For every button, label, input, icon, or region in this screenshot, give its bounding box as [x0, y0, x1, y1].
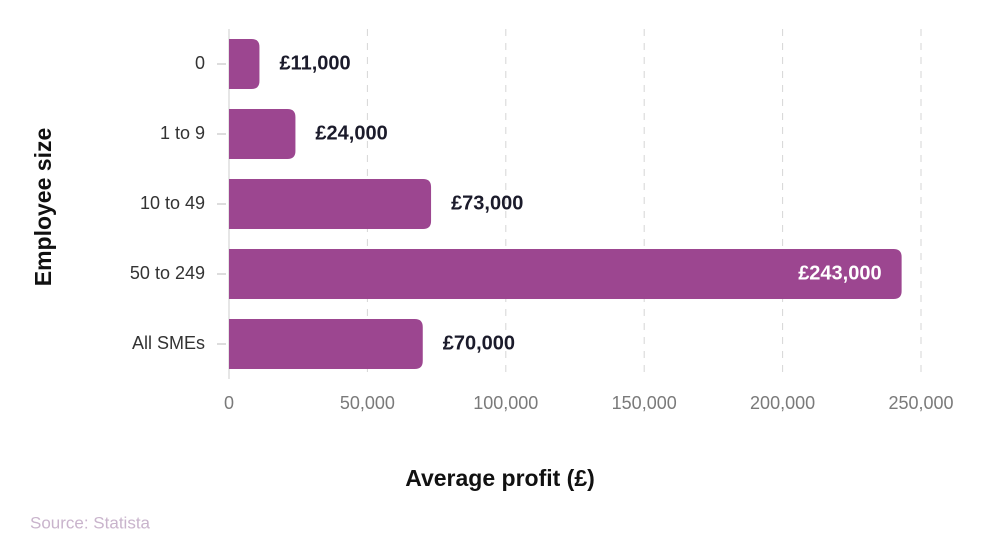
x-tick-label: 150,000 [612, 393, 677, 413]
y-tick-label: 10 to 49 [140, 193, 205, 213]
y-tick-label: All SMEs [132, 333, 205, 353]
source: Source: Statista [30, 513, 151, 532]
bar [229, 179, 432, 229]
value-label: £73,000 [451, 192, 523, 214]
x-axis-title: Average profit (£) [405, 465, 595, 491]
x-tick-label: 200,000 [750, 393, 815, 413]
x-tick-label: 50,000 [340, 393, 395, 413]
x-tick-label: 250,000 [888, 393, 953, 413]
bar [229, 249, 902, 299]
y-tick-label: 0 [195, 53, 205, 73]
value-label: £24,000 [315, 122, 387, 144]
bar [229, 319, 423, 369]
y-tick-label: 50 to 249 [130, 263, 205, 283]
bar [229, 109, 296, 159]
y-axis-title: Employee size [30, 128, 56, 287]
y-tick-label: 1 to 9 [160, 123, 205, 143]
value-label: £70,000 [443, 332, 515, 354]
x-tick-label: 0 [224, 393, 234, 413]
value-label: £11,000 [279, 52, 350, 74]
x-tick-label: 100,000 [473, 393, 538, 413]
value-label: £243,000 [798, 262, 881, 284]
bar [229, 39, 260, 89]
